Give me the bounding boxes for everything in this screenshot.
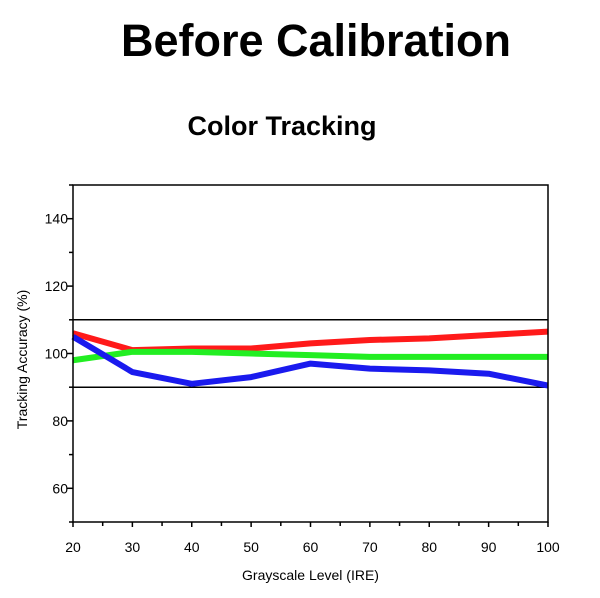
x-ticks: 20 30 40 50 60 70 80 90 100 <box>65 522 560 555</box>
x-tick-label: 70 <box>362 539 378 555</box>
x-tick-label: 20 <box>65 539 81 555</box>
y-tick-label: 120 <box>45 278 69 294</box>
x-tick-label: 90 <box>481 539 497 555</box>
y-tick-label: 140 <box>45 211 69 227</box>
y-ticks: 60 80 100 120 140 <box>45 184 73 523</box>
series-line-1 <box>72 328 549 354</box>
x-tick-label: 40 <box>184 539 200 555</box>
page-title: Before Calibration <box>120 15 512 66</box>
y-axis-label: Tracking Accuracy (%) <box>14 290 30 430</box>
y-tick-label: 60 <box>52 480 68 496</box>
y-tick-label: 100 <box>45 346 69 362</box>
x-tick-label: 80 <box>421 539 437 555</box>
x-tick-label: 30 <box>125 539 141 555</box>
reference-lines <box>73 319 548 388</box>
chart-title: Color Tracking <box>187 111 377 141</box>
x-axis-label: Grayscale Level (IRE) <box>242 567 379 583</box>
y-tick-label: 80 <box>52 413 68 429</box>
series-line-3 <box>71 334 549 389</box>
series-lines <box>71 328 549 389</box>
x-tick-label: 50 <box>243 539 259 555</box>
series-line-2 <box>72 348 548 364</box>
x-tick-label: 60 <box>303 539 319 555</box>
x-tick-label: 100 <box>536 539 560 555</box>
